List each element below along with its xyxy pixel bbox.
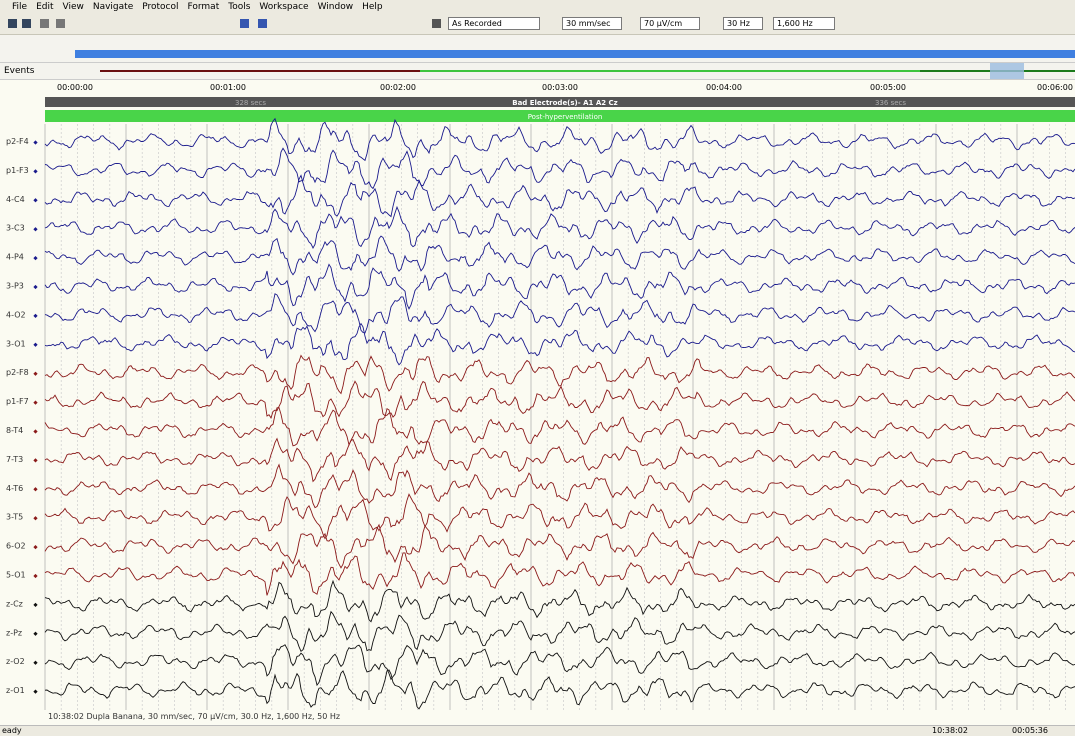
- progress-bar: [75, 50, 1075, 58]
- channel-label: 6-O2: [6, 542, 26, 551]
- eeg-trace: [44, 117, 1075, 162]
- menu-bar: File Edit View Navigate Protocol Format Tools W…: [0, 0, 1075, 14]
- status-elapsed: 00:05:36: [1012, 726, 1048, 735]
- print-icon[interactable]: [22, 19, 31, 28]
- channel-label: 4-P4: [6, 253, 24, 262]
- event-track: [100, 70, 420, 72]
- status-clock: 10:38:02: [932, 726, 968, 735]
- eeg-trace: [44, 407, 1075, 447]
- channel-label: z-O2: [6, 657, 25, 666]
- eeg-trace: [44, 263, 1075, 310]
- menu-item[interactable]: Help: [362, 2, 383, 12]
- channel-marker: [33, 227, 38, 232]
- eeg-view: 328 secs Bad Electrode(s)- A1 A2 Cz 336 …: [0, 80, 1075, 725]
- annotation-text: Post-hyperventilation: [528, 113, 603, 121]
- menu-item[interactable]: File: [12, 2, 28, 12]
- view-window[interactable]: [990, 63, 1024, 79]
- dropdown[interactable]: 30 Hz: [723, 17, 763, 30]
- eeg-trace: [44, 322, 1075, 366]
- channel-label: z-Cz: [6, 599, 23, 608]
- menu-item[interactable]: Navigate: [92, 2, 134, 12]
- channel-label: 3-T5: [6, 513, 23, 522]
- background: [0, 80, 1075, 725]
- time-label: 00:02:00: [380, 83, 416, 92]
- events-label: Events: [4, 66, 35, 76]
- time-label: 00:05:00: [870, 83, 906, 92]
- dropdown[interactable]: 1,600 Hz: [773, 17, 835, 30]
- edit-icon[interactable]: [432, 19, 441, 28]
- annotation-bar: [45, 97, 1075, 107]
- dropdown[interactable]: As Recorded: [448, 17, 540, 30]
- eeg-trace: [44, 147, 1075, 190]
- filter-icon[interactable]: [258, 19, 267, 28]
- status-text: eady: [2, 726, 22, 735]
- time-label: 00:04:00: [706, 83, 742, 92]
- channel-label: p2-F8: [6, 368, 29, 377]
- channel-label: p2-F4: [6, 137, 29, 146]
- channel-label: 4-O2: [6, 310, 26, 319]
- eeg-trace: [44, 354, 1075, 395]
- eeg-trace: [44, 205, 1075, 249]
- time-label: 00:06:00: [1037, 83, 1073, 92]
- channel-label: z-Pz: [6, 628, 22, 637]
- eeg-trace: [44, 174, 1075, 218]
- menu-item[interactable]: View: [62, 2, 84, 12]
- footer-info: 10:38:02 Dupla Banana, 30 mm/sec, 70 µV/…: [48, 712, 340, 721]
- channel-label: 8-T4: [6, 426, 23, 435]
- eeg-trace: [44, 293, 1075, 334]
- annotation-text: 328 secs: [235, 99, 266, 107]
- menu-item[interactable]: Edit: [36, 2, 54, 12]
- dropdown[interactable]: 70 µV/cm: [640, 17, 700, 30]
- channel-marker: [33, 198, 38, 203]
- channel-label: 4-T6: [6, 484, 23, 493]
- channel-marker: [33, 544, 38, 550]
- channel-label: z-O1: [6, 686, 25, 695]
- channel-label: 5-O1: [6, 571, 26, 580]
- channel-label: 4-C4: [6, 195, 25, 204]
- eeg-trace: [44, 523, 1075, 569]
- status-bar: eady 10:38:02 00:05:36: [0, 725, 1075, 736]
- channel-label: p1-F3: [6, 166, 29, 175]
- annotation-text: Bad Electrode(s)- A1 A2 Cz: [512, 99, 618, 107]
- menu-item[interactable]: Tools: [228, 2, 251, 12]
- time-label: 00:03:00: [542, 83, 578, 92]
- channel-marker: [33, 140, 38, 145]
- channel-label: 3-C3: [6, 224, 25, 233]
- eeg-trace: [44, 669, 1075, 710]
- events-row: Events: [0, 62, 1075, 80]
- eeg-trace: [44, 380, 1075, 419]
- time-label: 00:01:00: [210, 83, 246, 92]
- eeg-trace: [44, 437, 1075, 483]
- eeg-trace: [44, 610, 1075, 653]
- eeg-trace: [44, 552, 1075, 596]
- time-label: 00:00:00: [57, 83, 93, 92]
- eeg-trace: [44, 644, 1075, 687]
- channel-label: 7-T3: [6, 455, 23, 464]
- menu-item[interactable]: Window: [317, 2, 354, 12]
- dropdown[interactable]: 30 mm/sec: [562, 17, 622, 30]
- channel-marker: [33, 169, 38, 174]
- eeg-trace: [44, 493, 1075, 540]
- save-icon[interactable]: [8, 19, 17, 28]
- menu-item[interactable]: Format: [187, 2, 220, 12]
- channel-label: 3-O1: [6, 339, 26, 348]
- menu-item[interactable]: Workspace: [259, 2, 309, 12]
- eeg-trace: [44, 463, 1075, 509]
- menu-item[interactable]: Protocol: [142, 2, 179, 12]
- green-bar: [45, 110, 1075, 122]
- channel-label: 3-P3: [6, 282, 24, 291]
- annotation-text: 336 secs: [875, 99, 906, 107]
- prev-icon[interactable]: [40, 19, 49, 28]
- next-icon[interactable]: [56, 19, 65, 28]
- eeg-trace: [44, 579, 1075, 623]
- event-track: [420, 70, 920, 72]
- toolbar: As Recorded 30 mm/sec 70 µV/cm 30 Hz 1,600 H…: [0, 14, 1075, 35]
- channel-label: p1-F7: [6, 397, 29, 406]
- undo-icon[interactable]: [240, 19, 249, 28]
- eeg-trace: [44, 235, 1075, 276]
